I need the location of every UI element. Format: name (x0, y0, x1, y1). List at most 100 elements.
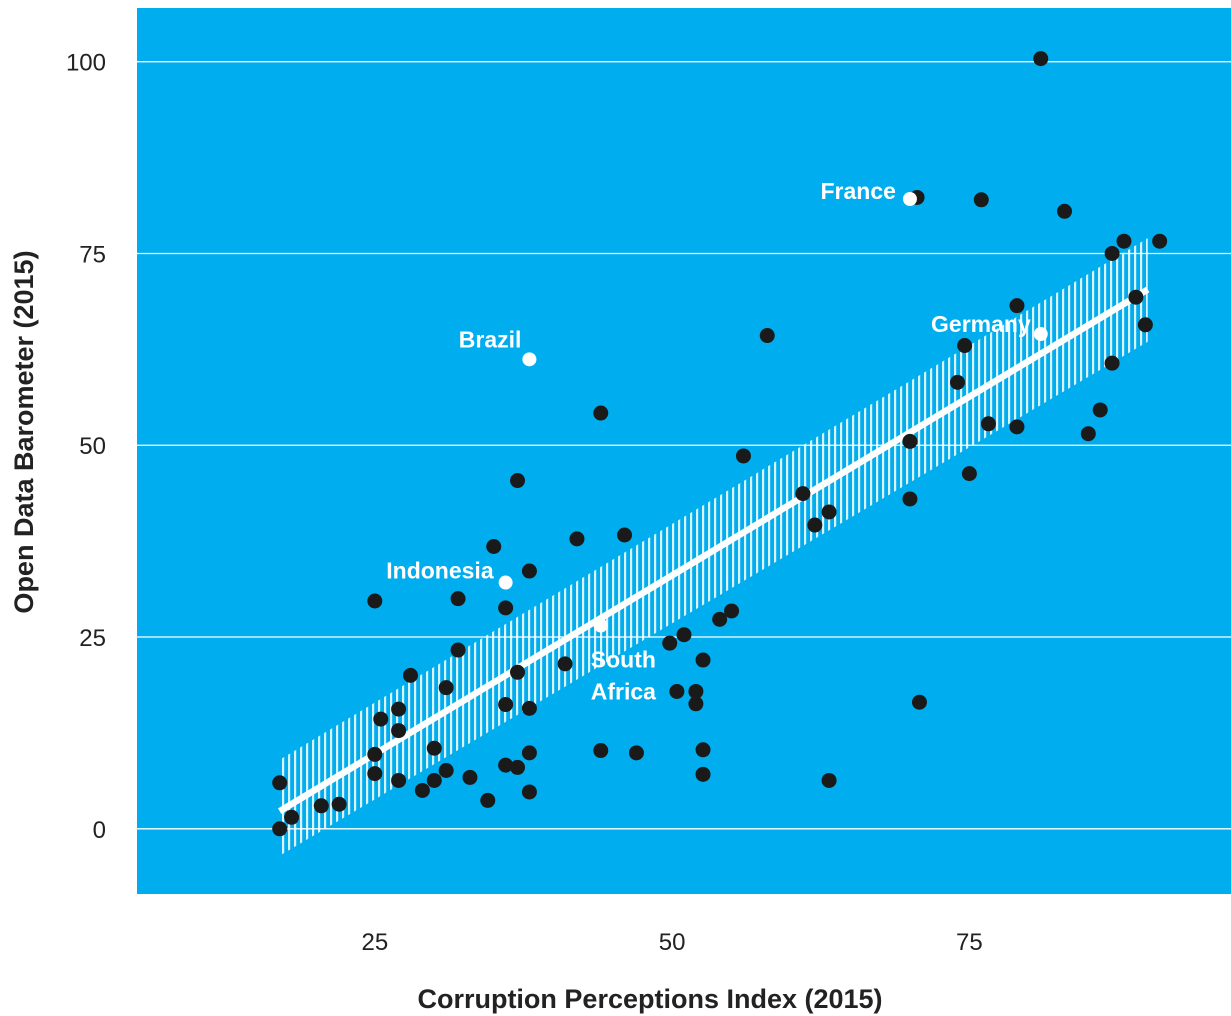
data-point (272, 821, 288, 837)
x-axis-title: Corruption Perceptions Index (2015) (417, 984, 882, 1014)
data-point (980, 416, 996, 432)
data-point (695, 742, 711, 758)
data-point (593, 743, 609, 759)
data-point (961, 466, 977, 482)
data-point (521, 563, 537, 579)
data-point (510, 759, 526, 775)
data-point (498, 697, 514, 713)
data-point (1137, 317, 1153, 333)
data-point (426, 772, 442, 788)
highlighted-points (498, 192, 1048, 633)
data-point (688, 696, 704, 712)
data-point (1009, 298, 1025, 314)
data-point (313, 798, 329, 814)
data-point (1033, 51, 1049, 67)
x-tick-label: 75 (956, 929, 983, 956)
data-point (510, 664, 526, 680)
y-tick-label: 50 (79, 433, 106, 460)
annotation-south-africa: South (591, 647, 656, 673)
data-point (480, 792, 496, 808)
data-point (695, 652, 711, 668)
data-point (367, 746, 383, 762)
data-point (426, 740, 442, 756)
x-tick-label: 25 (361, 929, 388, 956)
data-point (403, 667, 418, 683)
data-point (712, 611, 728, 627)
data-point (331, 796, 347, 812)
y-tick-label: 75 (79, 241, 106, 268)
y-tick-label: 25 (79, 625, 106, 652)
data-point (617, 527, 633, 543)
data-point (1104, 355, 1120, 371)
trend-line (278, 286, 1150, 814)
y-axis-title: Open Data Barometer (2015) (9, 250, 39, 613)
data-point (450, 642, 466, 658)
y-tick-label: 0 (93, 817, 106, 844)
data-point (902, 491, 918, 507)
highlight-point-france (902, 192, 917, 207)
data-point (1104, 245, 1120, 261)
data-point (462, 769, 478, 785)
data-point (628, 745, 644, 761)
trend-line-layer (278, 286, 1150, 814)
data-point (957, 338, 973, 354)
data-point (391, 723, 407, 739)
data-point (272, 775, 288, 791)
data-point (807, 517, 823, 533)
data-point (795, 486, 811, 502)
data-point (950, 374, 965, 390)
x-axis-ticks: 25 50 75 (361, 929, 982, 956)
data-point (911, 694, 927, 710)
data-point (438, 762, 454, 778)
data-point (735, 448, 751, 464)
data-point (593, 405, 609, 421)
data-point (521, 700, 537, 716)
y-axis-ticks: 0 25 50 75 100 (66, 50, 106, 844)
data-point (486, 539, 502, 555)
data-point (391, 772, 407, 788)
annotation-germany: Germany (931, 311, 1031, 337)
data-point (688, 683, 704, 699)
data-point (373, 711, 389, 727)
data-point (391, 701, 407, 717)
annotation-brazil: Brazil (459, 326, 522, 352)
data-point (1057, 203, 1073, 219)
highlight-point-germany (1033, 327, 1048, 342)
data-point (1116, 233, 1132, 249)
data-point (759, 328, 775, 344)
data-point (450, 591, 466, 607)
data-points (272, 51, 1168, 837)
data-point (1128, 289, 1144, 305)
data-point (973, 192, 989, 208)
highlight-point-brazil (522, 352, 537, 367)
data-point (284, 809, 300, 825)
data-point (669, 683, 685, 699)
data-point (724, 603, 740, 619)
data-point (902, 433, 918, 449)
data-point (676, 627, 692, 643)
annotation-indonesia: Indonesia (386, 558, 494, 584)
y-tick-label: 100 (66, 50, 106, 77)
data-point (1080, 426, 1096, 442)
data-point (662, 635, 678, 651)
annotation-france: France (820, 178, 895, 204)
data-point (1152, 233, 1168, 249)
point-annotations: France Brazil Germany Indonesia South Africa (386, 178, 1031, 705)
data-point (367, 766, 383, 782)
data-point (1009, 419, 1025, 435)
data-point (510, 473, 526, 489)
highlight-point-south-africa (593, 618, 608, 633)
data-point (498, 600, 514, 616)
x-tick-label: 50 (659, 929, 686, 956)
data-point (438, 680, 454, 696)
data-point (821, 504, 837, 520)
data-point (521, 745, 537, 761)
data-point (498, 757, 514, 773)
data-point (569, 531, 585, 547)
annotation-south-africa: Africa (591, 679, 656, 705)
data-point (367, 593, 383, 609)
data-point (521, 784, 537, 800)
highlight-point-indonesia (498, 575, 513, 590)
data-point (695, 766, 711, 782)
